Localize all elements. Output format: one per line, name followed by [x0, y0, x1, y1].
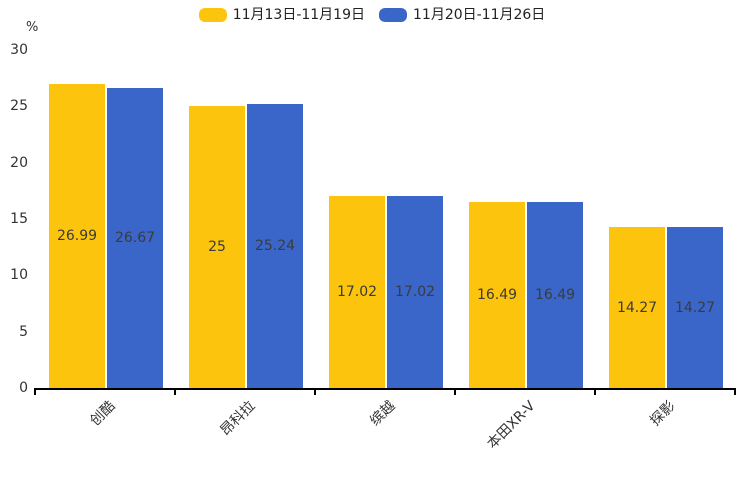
bar-value-label: 14.27 — [616, 299, 658, 316]
x-axis-category-label: 缤越 — [367, 398, 399, 430]
bar-series2-创酷[interactable]: 26.67 — [107, 87, 163, 388]
x-axis-category-label: 创酷 — [87, 398, 119, 430]
bar-value-label: 17.02 — [336, 284, 378, 301]
y-axis-tick-label: 5 — [19, 323, 28, 340]
x-axis-category-label: 本田XR-V — [484, 398, 539, 453]
y-axis-unit-label: % — [26, 20, 39, 35]
x-axis-line — [34, 388, 736, 390]
x-axis-tick — [734, 388, 736, 395]
bar-value-label: 26.99 — [56, 227, 98, 244]
legend-swatch-icon — [379, 8, 407, 22]
bar-value-label: 25.24 — [254, 237, 296, 254]
legend-swatch-icon — [198, 8, 227, 22]
legend-item-series2[interactable]: 11月20日-11月26日 — [379, 6, 545, 24]
y-axis-tick-label: 0 — [19, 380, 28, 396]
legend-item-series1[interactable]: 11月13日-11月19日 — [198, 6, 365, 24]
y-axis-tick-label: 25 — [10, 98, 28, 115]
x-axis-tick — [174, 388, 176, 395]
bar-series1-缤越[interactable]: 17.02 — [329, 196, 385, 388]
y-axis-tick-label: 15 — [10, 211, 28, 227]
bar-value-label: 25 — [208, 239, 226, 256]
bar-value-label: 16.49 — [476, 287, 518, 304]
bar-value-label: 26.67 — [114, 229, 156, 246]
bar-series1-本田XR-V[interactable]: 16.49 — [469, 202, 525, 388]
y-axis-tick-label: 30 — [10, 42, 28, 58]
bar-series2-探影[interactable]: 14.27 — [667, 227, 723, 388]
x-axis-category-label: 探影 — [647, 398, 679, 430]
legend: 11月13日-11月19日 11月20日-11月26日 — [0, 6, 744, 24]
x-axis-tick — [34, 388, 36, 395]
y-axis-tick-label: 10 — [10, 267, 28, 284]
x-axis-tick — [594, 388, 596, 395]
bar-value-label: 14.27 — [674, 299, 716, 316]
bar-value-label: 16.49 — [534, 287, 576, 304]
x-axis-category-label: 昂科拉 — [217, 398, 259, 440]
bar-series2-本田XR-V[interactable]: 16.49 — [527, 202, 583, 388]
bar-value-label: 17.02 — [394, 284, 436, 301]
bar-series2-缤越[interactable]: 17.02 — [387, 196, 443, 388]
x-axis-tick — [454, 388, 456, 395]
legend-label: 11月20日-11月26日 — [413, 7, 546, 23]
bar-series1-创酷[interactable]: 26.99 — [49, 83, 105, 388]
bar-series1-探影[interactable]: 14.27 — [609, 227, 665, 388]
y-axis-tick-label: 20 — [10, 154, 28, 171]
x-axis-tick — [314, 388, 316, 395]
bar-series2-昂科拉[interactable]: 25.24 — [247, 103, 303, 388]
legend-label: 11月13日-11月19日 — [232, 7, 365, 23]
bar-series1-昂科拉[interactable]: 25 — [189, 106, 245, 388]
